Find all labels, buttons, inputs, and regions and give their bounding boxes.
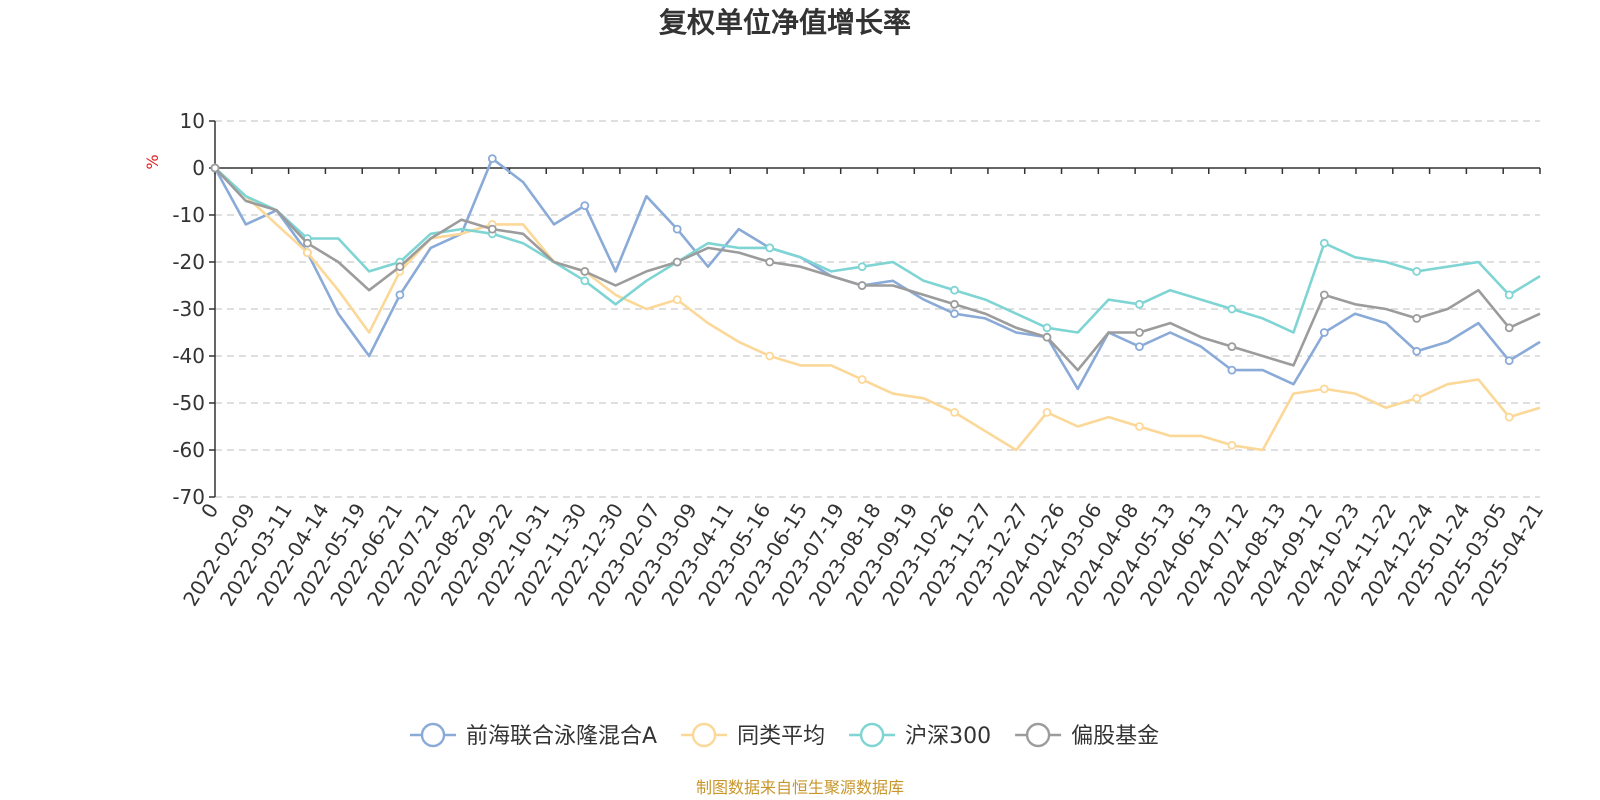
data-point [1042, 323, 1052, 333]
data-point [1412, 266, 1422, 276]
data-point [1504, 323, 1514, 333]
legend-item[interactable]: 偏股基金 [1015, 722, 1159, 749]
data-point [1135, 422, 1144, 431]
y-tick-label: 10 [180, 109, 205, 133]
legend-marker [691, 722, 717, 748]
data-point [672, 257, 682, 267]
source-note: 制图数据来自恒生聚源数据库 [696, 778, 904, 797]
data-point [1042, 407, 1052, 417]
data-point [765, 257, 775, 267]
series-3 [210, 163, 1541, 372]
data-point [857, 375, 867, 384]
data-point [1504, 412, 1514, 422]
data-point [1135, 342, 1144, 352]
y-tick-label: -30 [172, 297, 205, 321]
data-point [580, 266, 590, 276]
series-0 [210, 154, 1541, 391]
series-2 [210, 163, 1541, 334]
data-point [1227, 304, 1237, 314]
y-tick-label: -70 [172, 485, 205, 509]
data-point [487, 154, 497, 164]
chart-title: 复权单位净值增长率 [659, 6, 911, 39]
legend-marker [420, 722, 446, 748]
legend-item[interactable]: 沪深300 [849, 722, 991, 749]
legend-label: 沪深300 [905, 724, 991, 749]
y-axis-unit: % [143, 154, 162, 169]
legend[interactable]: 前海联合泳隆混合A 同类平均 沪深300 偏股基金 [410, 722, 1159, 749]
data-point [950, 285, 959, 295]
data-point [950, 407, 959, 417]
legend-label: 偏股基金 [1071, 724, 1159, 749]
series-group [210, 154, 1541, 452]
data-point [857, 262, 867, 272]
legend-item[interactable]: 前海联合泳隆混合A [410, 722, 657, 749]
y-tick-label: -20 [172, 250, 205, 274]
y-axis: 10 0 -10 -20 -30 -40 -50 -60 -70 [172, 109, 216, 509]
legend-item[interactable]: 同类平均 [681, 722, 825, 749]
legend-label: 同类平均 [737, 724, 825, 749]
data-point [950, 309, 959, 319]
data-point [1227, 440, 1237, 450]
data-point [395, 290, 405, 300]
data-point [1227, 365, 1237, 375]
data-point [1412, 313, 1422, 323]
data-point [580, 201, 590, 211]
data-point [302, 248, 312, 258]
data-point [672, 295, 682, 305]
grid-lines [215, 120, 1540, 498]
data-point [1227, 342, 1237, 352]
y-tick-label: 0 [192, 156, 205, 180]
data-point [487, 224, 497, 234]
legend-marker [1025, 722, 1051, 748]
data-point [1319, 328, 1329, 337]
y-tick-label: -10 [172, 203, 205, 227]
series-line [213, 157, 1541, 391]
data-point [950, 299, 959, 309]
data-point [1319, 290, 1329, 300]
data-point [1504, 356, 1514, 366]
data-point [765, 243, 775, 253]
y-tick-label: -40 [172, 344, 205, 368]
data-point [1135, 328, 1144, 337]
data-point [210, 163, 220, 173]
series-1 [210, 163, 1541, 452]
series-line [214, 167, 1541, 334]
y-tick-label: -50 [172, 391, 205, 415]
data-point [1412, 393, 1422, 403]
data-point [395, 262, 405, 272]
series-line [214, 167, 1541, 452]
legend-marker [859, 722, 885, 748]
data-point [672, 224, 682, 234]
x-tick-label: 0 [196, 499, 223, 523]
x-axis: 02022-02-092022-03-112022-04-142022-05-1… [178, 167, 1548, 610]
data-point [765, 351, 775, 361]
series-line [214, 167, 1541, 372]
legend-label: 前海联合泳隆混合A [466, 724, 657, 749]
data-point [1135, 299, 1144, 309]
data-point [1042, 332, 1052, 342]
data-point [1319, 384, 1329, 394]
data-point [857, 281, 867, 290]
data-point [580, 276, 590, 286]
data-point [302, 238, 312, 248]
y-tick-label: -60 [172, 438, 205, 462]
data-point [1504, 290, 1514, 300]
data-point [1319, 238, 1329, 248]
data-point [1412, 346, 1422, 356]
